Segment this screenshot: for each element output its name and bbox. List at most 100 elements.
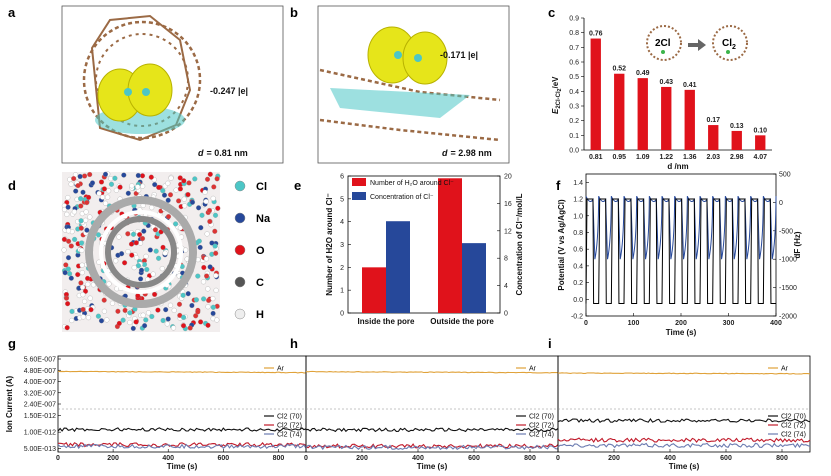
molecule-atom [82,288,89,294]
c-x-tick-label: 1.09 [636,154,650,161]
molecule-atom [125,190,131,196]
e-right-tick-label: 20 [504,174,512,181]
molecule-atom [64,211,70,217]
molecule-atom [61,206,68,213]
f-x-tick-label: 200 [675,320,687,327]
e-right-tick-label: 16 [504,201,512,208]
molecule-atom [211,184,217,190]
molecule-atom [121,172,127,178]
molecule-atom [79,262,85,268]
molecule-atom [152,182,158,188]
c-bar-value: 0.17 [706,117,720,124]
molecule-atom [212,228,218,234]
distance-symbol-b: d [442,148,448,158]
molecule-atom [106,188,112,194]
molecule-atom [181,314,187,320]
molecule-atom [141,228,147,234]
molecule-atom [181,196,187,202]
i-series-line [557,442,811,449]
h-legend-cl-label: Cl2 (70) [529,414,554,421]
molecule-atom [127,319,133,326]
e-bar-concentration [462,243,486,313]
molecule-atom [85,281,91,287]
molecule-atom [212,212,219,218]
g-legend-ar-label: Ar [277,366,285,373]
molecule-atom [156,184,162,190]
molecule-atom [173,221,179,227]
molecule-atom [87,295,93,301]
molecule-atom [89,180,96,186]
molecule-atom [206,207,213,214]
f-df-line [585,195,777,260]
charge-label-b: -0.171 |e| [440,50,478,60]
e-left-tick-label: 2 [340,265,344,272]
molecule-atom [116,320,122,326]
h-x-tick-label: 400 [412,455,424,462]
molecule-atom [135,293,141,299]
g-y-tick-label: 4.00E-007 [24,379,56,386]
f-potential-line [585,198,776,304]
molecule-atom [160,188,166,194]
g-y-tick-label: 4.80E-007 [24,368,56,375]
molecule-atom [161,192,168,198]
f-x-tick-label: 100 [628,320,640,327]
g-x-tick-label: 800 [273,455,285,462]
molecule-atom [79,247,85,253]
molecule-atom [61,247,67,253]
molecule-atom [122,260,128,266]
molecule-atom [212,243,218,249]
molecule-atom [135,172,141,179]
molecule-atom [153,248,159,254]
e-right-tick-label: 12 [504,228,512,235]
molecule-atom [87,171,93,178]
molecule-atom [171,307,177,313]
c-y-axis-label: E2Cl-Cl2/eV [551,76,563,114]
c-x-tick-label: 2.98 [730,154,744,161]
molecule-atom [88,307,94,313]
f-left-tick-label: 0.4 [573,263,583,270]
f-right-tick-label: -2000 [779,314,797,321]
panel-h-label: h [290,336,298,351]
molecule-atom [196,238,202,244]
panel-i: i 0 200 400 600 800 Time (s) Ar Cl2 (70) Cl2 (72… [548,336,811,471]
molecule-atom [134,255,140,261]
molecule-atom [143,317,149,323]
molecule-atom [144,266,150,273]
f-right-tick-label: -1500 [779,285,797,292]
molecule-atom [160,244,166,250]
c-bar-value: 0.10 [753,127,767,134]
legend-d-label: Na [256,213,271,225]
molecule-atom [78,203,84,209]
c-bar [661,86,672,150]
molecule-atom [213,273,219,279]
molecule-atom [142,323,148,329]
f-right-tick-label: 500 [779,172,791,179]
f-right-tick-label: -1000 [779,257,797,264]
molecule-atom [84,200,90,206]
molecule-atom [85,315,92,321]
h-legend-cl-label: Cl2 (74) [529,432,554,439]
molecule-atom [68,181,74,187]
molecule-atom [104,317,110,323]
molecule-atom [210,310,216,316]
e-right-tick-label: 8 [504,256,508,263]
h-legend-cl-label: Cl2 (72) [529,423,554,430]
e-legend-swatch [352,192,366,200]
h-legend-ar-label: Ar [529,366,537,373]
g-legend-cl-label: Cl2 (70) [277,414,302,421]
molecule-atom [95,313,101,319]
e-right-tick-label: 0 [504,311,508,318]
molecule-atom [67,271,73,277]
nanotube-gap [99,210,183,294]
g-y-tick-label: 2.40E-007 [24,402,56,409]
c-bar-value: 0.13 [730,123,744,130]
inset-cl2-sub: 2 [732,44,736,51]
f-left-tick-label: 0.8 [573,230,583,237]
c-y-label-sub2: 2 [557,88,563,91]
panel-c-label: c [548,5,555,20]
panel-i-label: i [548,336,552,351]
c-y-label-sub: 2Cl-Cl [556,91,562,109]
charge-label-a: -0.247 |e| [210,86,248,96]
g-series-line [57,427,307,433]
c-x-tick-label: 1.22 [659,154,673,161]
